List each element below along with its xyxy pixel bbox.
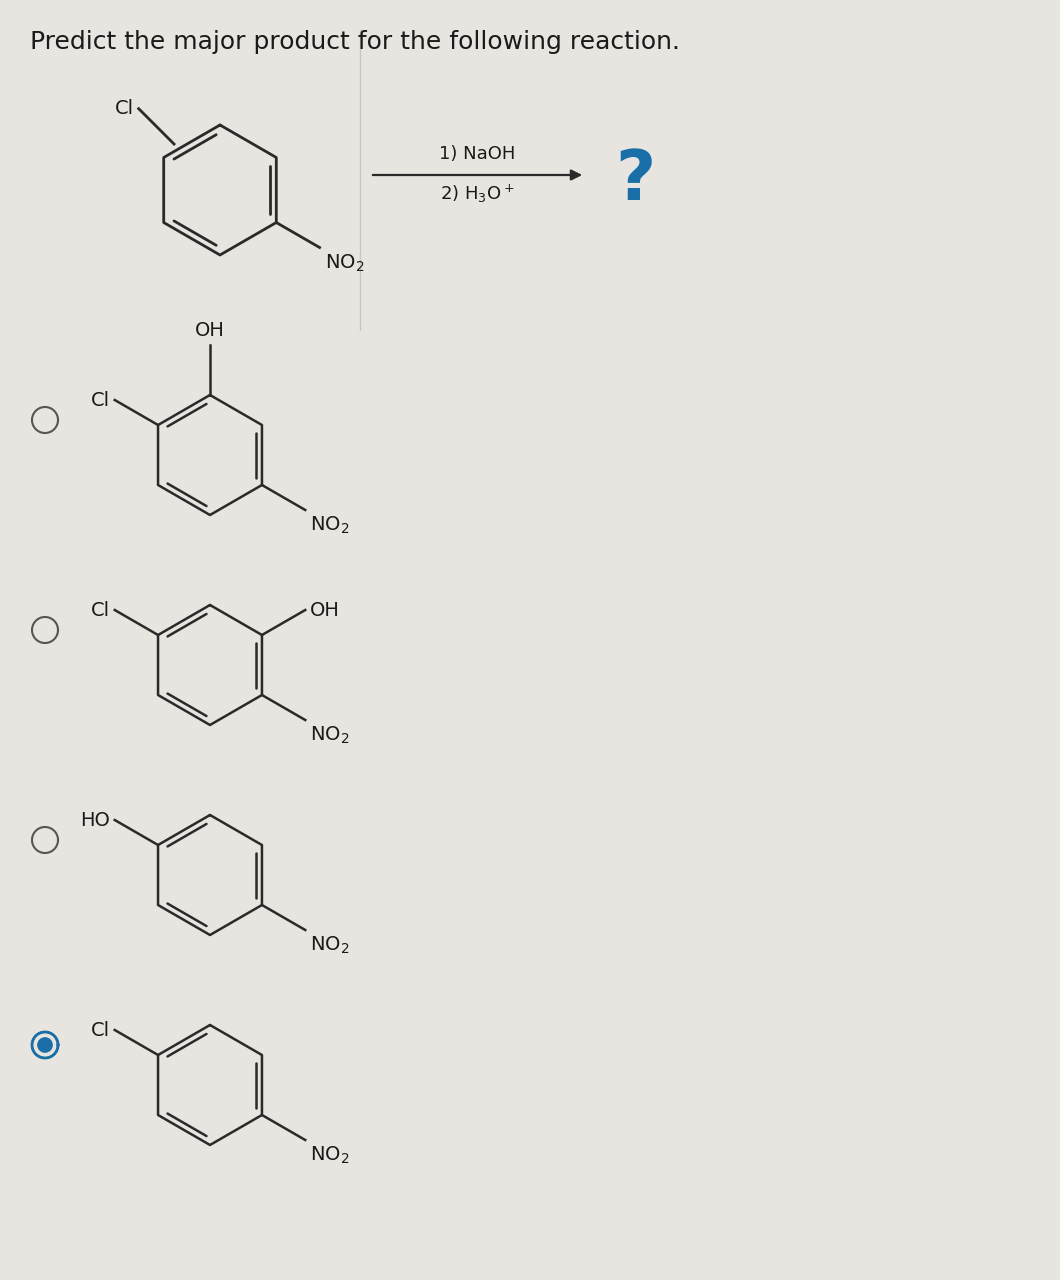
Text: 2) H$_3$O$^+$: 2) H$_3$O$^+$ xyxy=(440,183,515,205)
Text: NO$_2$: NO$_2$ xyxy=(311,724,350,746)
Text: NO$_2$: NO$_2$ xyxy=(311,1146,350,1166)
Text: OH: OH xyxy=(311,600,340,620)
Text: ?: ? xyxy=(615,146,655,214)
Text: Cl: Cl xyxy=(90,600,110,620)
Text: NO$_2$: NO$_2$ xyxy=(324,252,364,274)
Text: Cl: Cl xyxy=(90,390,110,410)
Text: OH: OH xyxy=(195,321,225,340)
Text: 1) NaOH: 1) NaOH xyxy=(439,145,515,163)
Text: Cl: Cl xyxy=(90,1020,110,1039)
Text: HO: HO xyxy=(80,810,110,829)
Circle shape xyxy=(38,1038,52,1052)
Text: Predict the major product for the following reaction.: Predict the major product for the follow… xyxy=(30,29,681,54)
Text: NO$_2$: NO$_2$ xyxy=(311,934,350,956)
Text: Cl: Cl xyxy=(114,99,134,118)
Text: NO$_2$: NO$_2$ xyxy=(311,515,350,536)
